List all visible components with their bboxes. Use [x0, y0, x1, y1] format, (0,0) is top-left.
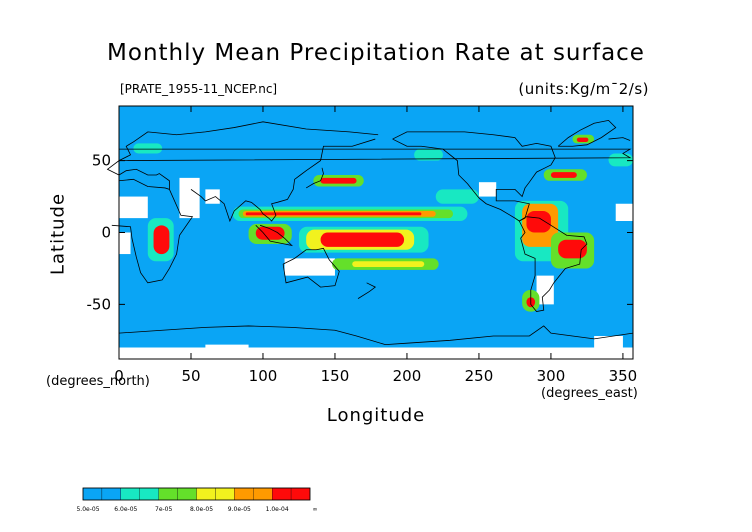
coastline-2 [190, 138, 376, 223]
coastline-1 [106, 121, 379, 190]
missing-region-7 [119, 232, 131, 255]
plot-area [119, 106, 633, 359]
colorbar-band [101, 487, 121, 501]
coastline-11 [608, 137, 631, 141]
missing-region-1 [179, 177, 200, 219]
colorbar-band [139, 487, 159, 501]
coastline-12 [118, 148, 632, 162]
precip-region-27 [435, 189, 479, 204]
x-tick-label: 100 [249, 367, 278, 385]
colorbar-level-label: 8.0e-05 [189, 506, 214, 513]
colorbar-level-label: 7e-05 [155, 506, 173, 513]
y-unit-label: (degrees_north) [46, 374, 150, 389]
coastline-6 [392, 131, 556, 222]
precip-region-28 [133, 143, 163, 154]
coastline-0 [111, 178, 194, 284]
chart-subtitle: [PRATE_1955-11_NCEP.nc] [120, 82, 278, 96]
x-tick-label: 350 [609, 367, 638, 385]
colorbar-band [272, 487, 292, 501]
precip-region-25 [576, 137, 589, 142]
colorbar-band [158, 487, 178, 501]
x-tick-label: 50 [181, 367, 200, 385]
coastline-9 [118, 325, 634, 346]
colorbar-band [177, 487, 197, 501]
missing-region-6 [536, 275, 554, 305]
colorbar-band [253, 487, 273, 501]
coastlines [106, 119, 634, 346]
coastline-7 [518, 216, 588, 313]
precip-region-3 [245, 212, 422, 216]
coastline-10 [357, 282, 377, 299]
x-tick-label: 200 [393, 367, 422, 385]
colorbar-frame [82, 487, 311, 501]
coastline-4 [255, 224, 293, 247]
colorbar-level-label: ∞ [312, 506, 318, 513]
precip-region-17 [526, 210, 551, 233]
x-tick-label: 300 [537, 367, 566, 385]
missing-region-4 [284, 258, 335, 276]
coastline-5 [305, 167, 324, 189]
axis-ticks: 0 50 100 150 200 250 300 350 50 0 -50 [87, 106, 638, 385]
missing-region-10 [594, 336, 623, 348]
y-tick-label: 0 [101, 224, 111, 242]
chart-title: Monthly Mean Precipitation Rate at surfa… [107, 40, 645, 66]
x-tick-label: 0 [114, 367, 124, 385]
missing-region-9 [119, 347, 633, 359]
missing-region-5 [478, 182, 497, 197]
y-axis-label: Latitude [47, 192, 69, 276]
colorbar-level-label: 6.0e-05 [114, 506, 138, 513]
precip-region-6 [320, 232, 405, 247]
colorbar-band [82, 487, 103, 501]
missing-region-8 [615, 203, 633, 221]
x-tick-label: 150 [321, 367, 350, 385]
missing-region-0 [119, 196, 148, 219]
precip-region-8 [255, 226, 285, 240]
colorbar-level-label: 5.0e-05 [76, 506, 100, 513]
colorbar-level-label: 9.0e-05 [227, 506, 251, 513]
missing-region-2 [205, 189, 220, 204]
colorbar-band [290, 487, 311, 501]
x-tick-label: 250 [465, 367, 494, 385]
coastline-8 [557, 119, 617, 147]
units-label: (units:Kg/m¯2/s) [518, 80, 649, 98]
precip-region-14 [153, 225, 170, 255]
colorbar-band [120, 487, 140, 501]
colorbar-band [234, 487, 254, 501]
precip-region-19 [558, 239, 587, 259]
precip-region-12 [320, 177, 357, 184]
precip-region-26 [414, 149, 443, 161]
x-unit-label: (degrees_east) [541, 386, 638, 401]
x-axis-label: Longitude [326, 405, 426, 426]
missing-region-11 [205, 344, 249, 355]
coastline-3 [282, 247, 340, 288]
colorbar [82, 487, 311, 501]
precip-region-10 [352, 261, 425, 267]
y-tick-label: 50 [92, 152, 111, 170]
precip-region-23 [550, 172, 577, 178]
colorbar-level-label: 1.0e-04 [265, 506, 289, 513]
colorbar-band [215, 487, 235, 501]
precip-region-29 [608, 153, 633, 167]
y-tick-label: -50 [87, 295, 112, 313]
colorbar-band [196, 487, 216, 501]
